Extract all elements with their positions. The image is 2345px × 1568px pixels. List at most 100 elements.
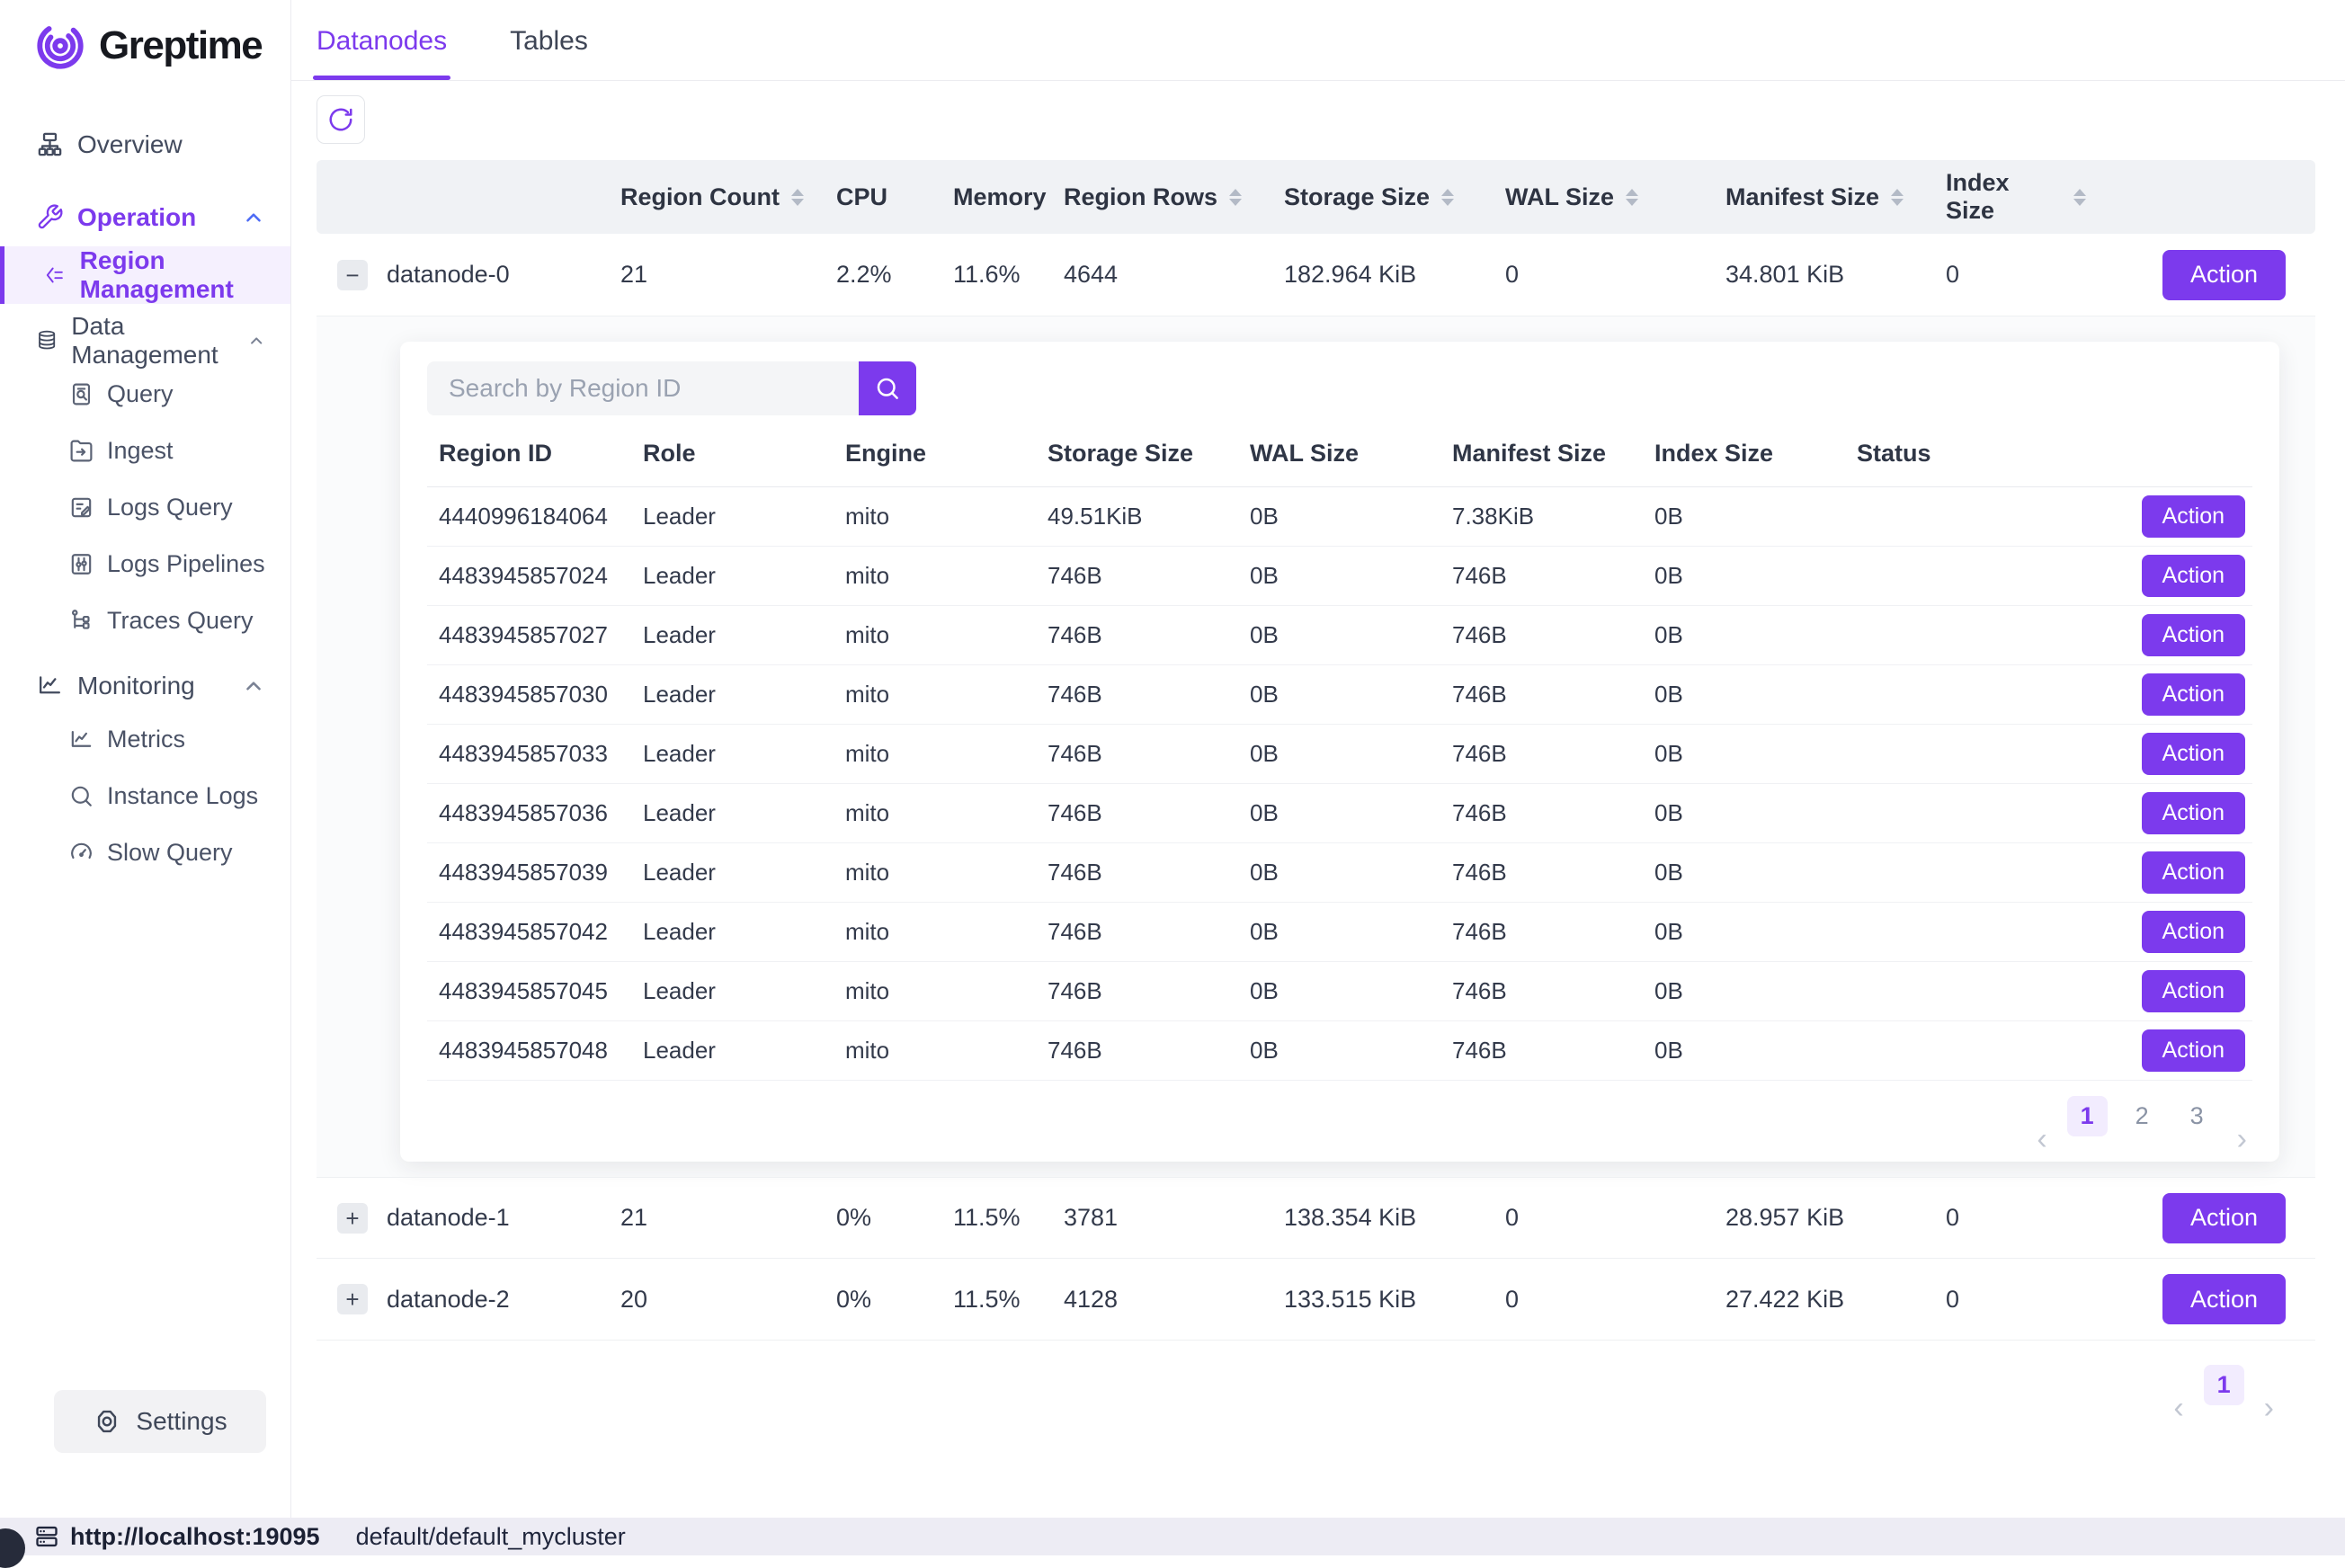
cpu-value: 2.2% (836, 261, 953, 289)
sidebar-item-query[interactable]: Query (0, 366, 290, 423)
action-button[interactable]: Action (2142, 555, 2245, 597)
index-size-value: 0 (1946, 1286, 2095, 1314)
page-button-3[interactable]: 3 (2177, 1096, 2217, 1136)
action-button[interactable]: Action (2142, 792, 2245, 834)
sort-icon[interactable] (791, 189, 804, 206)
prev-page-icon[interactable]: ‹ (2168, 1393, 2189, 1423)
page-button-1[interactable]: 1 (2067, 1096, 2108, 1136)
datanodes-table: Region Count CPU Memory Region Rows Stor… (317, 160, 2315, 1341)
sort-icon[interactable] (1626, 189, 1638, 206)
header-wal-size: WAL Size (1238, 440, 1440, 468)
storage-size-value: 746B (1036, 1037, 1238, 1065)
action-button[interactable]: Action (2142, 911, 2245, 953)
tab-datanodes[interactable]: Datanodes (317, 26, 447, 80)
engine-value: mito (834, 977, 1036, 1005)
region-table-body: 4440996184064 Leader mito 49.51KiB 0B 7.… (427, 487, 2252, 1081)
header-region-count[interactable]: Region Count (620, 183, 836, 211)
chart-icon (36, 672, 64, 699)
sidebar-item-overview[interactable]: Overview (0, 119, 290, 170)
region-id-value: 4483945857036 (427, 799, 631, 827)
action-button[interactable]: Action (2142, 495, 2245, 538)
action-button[interactable]: Action (2142, 614, 2245, 656)
sort-icon[interactable] (2073, 189, 2086, 206)
greptime-logo-icon (34, 20, 86, 72)
header-wal-size[interactable]: WAL Size (1505, 183, 1725, 211)
action-button[interactable]: Action (2142, 673, 2245, 716)
header-manifest-size: Manifest Size (1440, 440, 1643, 468)
header-cpu: CPU (836, 183, 953, 211)
next-page-icon[interactable]: › (2259, 1393, 2279, 1423)
region-management-icon (43, 262, 67, 289)
engine-value: mito (834, 503, 1036, 530)
search-button[interactable] (859, 361, 916, 415)
region-id-value: 4483945857033 (427, 740, 631, 768)
prev-page-icon[interactable]: ‹ (2031, 1124, 2052, 1154)
instance-logs-label: Instance Logs (107, 782, 258, 810)
storage-size-value: 746B (1036, 799, 1238, 827)
storage-size-value: 746B (1036, 562, 1238, 590)
header-memory: Memory (953, 183, 1064, 211)
status-bar: http://localhost:19095 default/default_m… (0, 1518, 2345, 1555)
action-button[interactable]: Action (2162, 1193, 2286, 1243)
magnifier-icon (68, 783, 94, 809)
action-button[interactable]: Action (2142, 970, 2245, 1012)
index-size-value: 0 (1946, 1204, 2095, 1232)
action-button[interactable]: Action (2162, 1274, 2286, 1324)
chevron-up-icon[interactable] (247, 329, 265, 352)
header-index-size[interactable]: Index Size (1946, 169, 2095, 225)
sidebar-item-logs-query[interactable]: Logs Query (0, 479, 290, 536)
action-button[interactable]: Action (2162, 250, 2286, 300)
region-rows-value: 4128 (1064, 1286, 1284, 1314)
expand-button[interactable]: + (337, 1203, 368, 1234)
collapse-button[interactable]: − (337, 260, 368, 290)
chevron-up-icon[interactable] (242, 674, 265, 698)
tab-tables[interactable]: Tables (510, 26, 588, 80)
region-id-value: 4483945857027 (427, 621, 631, 649)
endpoint-url[interactable]: http://localhost:19095 (70, 1523, 320, 1551)
gear-icon (93, 1407, 121, 1436)
engine-value: mito (834, 859, 1036, 886)
action-button[interactable]: Action (2142, 1029, 2245, 1072)
header-manifest-size[interactable]: Manifest Size (1725, 183, 1946, 211)
sidebar-item-region-management[interactable]: Region Management (0, 246, 290, 304)
sort-icon[interactable] (1441, 189, 1454, 206)
sort-icon[interactable] (1229, 189, 1242, 206)
next-page-icon[interactable]: › (2232, 1124, 2252, 1154)
sidebar-group-data-management[interactable]: Data Management (0, 315, 290, 366)
sidebar-item-traces-query[interactable]: Traces Query (0, 592, 290, 649)
database-selector[interactable]: default/default_mycluster (356, 1523, 626, 1551)
wal-size-value: 0B (1238, 977, 1440, 1005)
sidebar-item-slow-query[interactable]: Slow Query (0, 824, 290, 881)
header-region-rows[interactable]: Region Rows (1064, 183, 1284, 211)
wal-size-value: 0B (1238, 621, 1440, 649)
action-button[interactable]: Action (2142, 733, 2245, 775)
refresh-button[interactable] (317, 95, 365, 144)
region-count-value: 20 (620, 1286, 836, 1314)
sidebar-item-ingest[interactable]: Ingest (0, 423, 290, 479)
index-size-value: 0B (1643, 859, 1845, 886)
sort-icon[interactable] (1891, 189, 1904, 206)
search-icon (874, 375, 901, 402)
sidebar-group-monitoring[interactable]: Monitoring (0, 660, 290, 711)
ingest-label: Ingest (107, 437, 174, 465)
page-button-1[interactable]: 1 (2204, 1365, 2244, 1405)
sidebar-item-logs-pipelines[interactable]: Logs Pipelines (0, 536, 290, 592)
region-table-header: Region ID Role Engine Storage Size WAL S… (427, 421, 2252, 487)
engine-value: mito (834, 681, 1036, 708)
sidebar-group-operation[interactable]: Operation (0, 192, 290, 243)
settings-button[interactable]: Settings (54, 1390, 266, 1453)
page-button-2[interactable]: 2 (2122, 1096, 2162, 1136)
action-button[interactable]: Action (2142, 851, 2245, 894)
region-table-row: 4483945857030 Leader mito 746B 0B 746B 0… (427, 665, 2252, 725)
storage-size-value: 746B (1036, 681, 1238, 708)
manifest-size-value: 27.422 KiB (1725, 1286, 1946, 1314)
sidebar-item-metrics[interactable]: Metrics (0, 711, 290, 768)
chevron-up-icon[interactable] (242, 206, 265, 229)
sidebar-item-instance-logs[interactable]: Instance Logs (0, 768, 290, 824)
datanode-name: datanode-1 (387, 1204, 620, 1232)
header-storage-size[interactable]: Storage Size (1284, 183, 1505, 211)
region-id-value: 4483945857045 (427, 977, 631, 1005)
expand-button[interactable]: + (337, 1284, 368, 1314)
wal-size-value: 0B (1238, 859, 1440, 886)
region-search-input[interactable] (427, 361, 859, 415)
